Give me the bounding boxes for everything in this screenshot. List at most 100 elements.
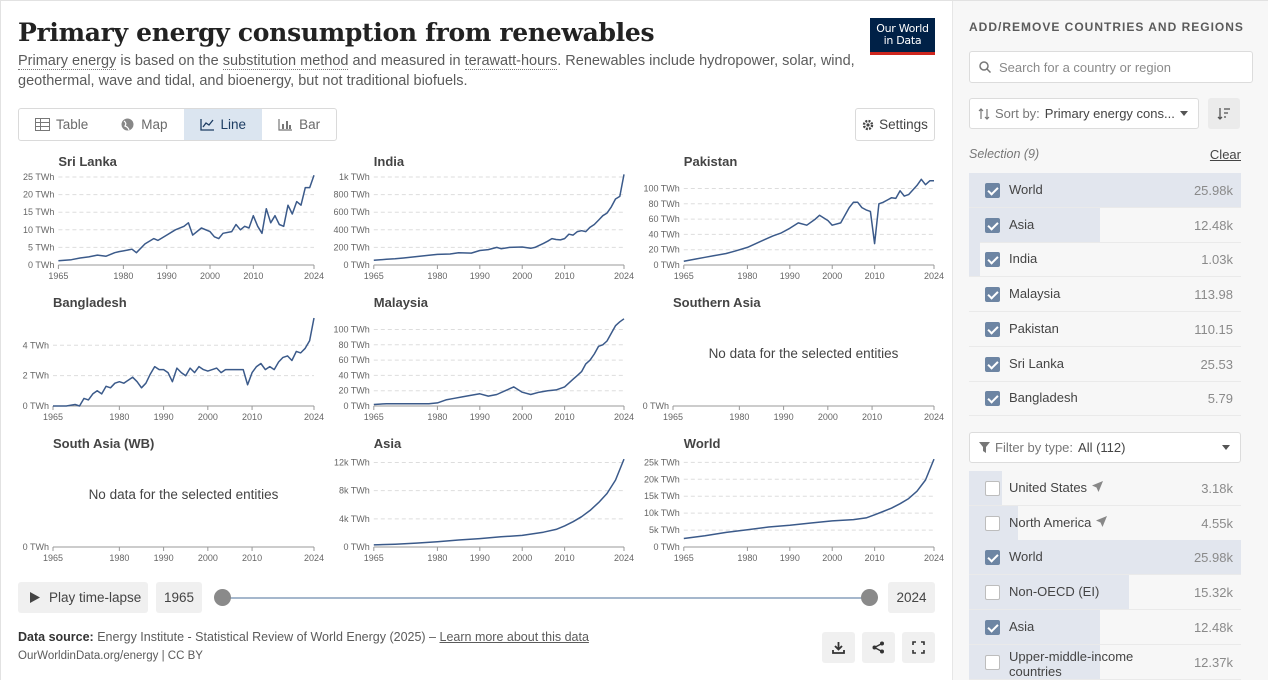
download-button[interactable] [822,632,855,663]
entity-checkbox[interactable] [985,550,1000,566]
entity-checkbox[interactable] [985,654,1000,670]
x-tick-label: 2024 [304,271,324,281]
x-tick-label: 1990 [470,412,490,422]
terawatt-hours-link[interactable]: terawatt-hours [464,53,558,70]
chart-title: Primary energy consumption from renewabl… [18,18,655,47]
small-chart-panel: Asia 0 TWh 4k TWh 8k TWh 12k TWh 1965 1980 1990… [328,435,634,570]
timeline-track[interactable] [222,597,869,599]
x-tick-label: 1990 [157,271,177,281]
entity-search-input[interactable]: Search for a country or region [969,51,1253,83]
entity-value: 1.03k [1201,252,1233,268]
small-chart-title: Asia [373,436,402,451]
selected-entity-row[interactable]: Malaysia 113.98 [969,277,1241,313]
entity-name: Asia [1009,618,1035,634]
tab-map[interactable]: Map [104,109,183,140]
entity-row[interactable]: Upper-middle-income countries 12.37k [969,644,1241,680]
entity-row[interactable]: Asia 12.48k [969,609,1241,645]
line-chart-svg: 0 TWh 2 TWh 4 TWh 1965 1980 1990 2000 2010 2024 [23,317,324,422]
entity-name: Upper-middle-income countries [1009,648,1134,679]
series-line[interactable] [683,458,935,540]
y-tick-label: 0 TWh [343,401,369,411]
entity-name: Malaysia [1009,286,1061,302]
end-year-box[interactable]: 2024 [888,582,935,613]
learn-more-link[interactable]: Learn more about this data [439,630,589,644]
fullscreen-button[interactable] [902,632,935,663]
x-tick-label: 1965 [674,271,694,281]
sort-dropdown[interactable]: Sort by: Primary energy cons... [969,98,1199,129]
primary-energy-link[interactable]: Primary energy [18,53,117,70]
sort-order-button[interactable] [1208,98,1240,129]
owid-logo[interactable]: Our World in Data [870,18,935,55]
selected-entity-row[interactable]: Pakistan 110.15 [969,312,1241,347]
line-chart-svg: 0 TWh 5 TWh 10 TWh 15 TWh 20 TWh 25 TWh 1965 19… [23,172,324,281]
selected-entity-row[interactable]: World 25.98k [969,173,1241,208]
entity-name: United States [1009,480,1104,495]
series-line[interactable] [373,318,625,406]
tab-bar[interactable]: Bar [262,109,336,140]
entity-checkbox[interactable] [985,321,1000,337]
x-tick-label: 1990 [154,553,174,563]
small-chart-title: Pakistan [683,154,738,169]
selected-entity-row[interactable]: Asia 12.48k [969,207,1241,243]
entity-row[interactable]: North America 4.55k [969,505,1241,541]
tab-table[interactable]: Table [19,109,104,140]
play-timelapse-button[interactable]: Play time-lapse [18,582,148,613]
entity-checkbox[interactable] [985,287,1000,303]
start-year-box[interactable]: 1965 [156,582,202,613]
small-chart-title: World [683,436,721,451]
y-tick-label: 2 TWh [23,371,49,381]
entity-row[interactable]: United States 3.18k [969,471,1241,506]
line-chart-svg: 0 TWh 4k TWh 8k TWh 12k TWh 1965 1980 1990 2000… [334,458,634,563]
y-tick-label: 800 TWh [333,190,369,200]
y-tick-label: 4k TWh [339,514,370,524]
expand-icon [912,641,925,654]
entity-checkbox[interactable] [985,252,1000,268]
entity-checkbox[interactable] [985,391,1000,407]
entity-name: Non-OECD (EI) [1009,584,1100,600]
x-tick-label: 1965 [43,553,63,563]
entity-row[interactable]: Non-OECD (EI) 15.32k [969,575,1241,611]
y-tick-label: 20 TWh [648,245,679,255]
entity-value: 15.32k [1193,585,1233,601]
entity-checkbox[interactable] [985,481,1000,496]
small-chart-panel: Malaysia 0 TWh 20 TWh 40 TWh 60 TWh 80 TWh 100… [328,294,634,429]
entity-checkbox[interactable] [985,356,1000,372]
end-handle[interactable] [861,589,878,606]
small-chart-title: South Asia (WB) [53,436,155,451]
series-line[interactable] [683,178,934,262]
x-tick-label: 1990 [154,412,174,422]
entity-checkbox[interactable] [985,217,1000,233]
table-icon [35,118,50,131]
entity-row[interactable]: World 25.98k [969,540,1241,576]
x-tick-label: 2010 [555,553,575,563]
y-tick-label: 0 TWh [23,401,49,411]
series-line[interactable] [58,174,315,262]
x-tick-label: 2024 [924,271,944,281]
start-handle[interactable] [214,589,231,606]
entity-value: 25.98k [1193,183,1233,198]
x-tick-label: 2010 [865,271,885,281]
entity-checkbox[interactable] [985,183,1000,198]
y-tick-label: 15k TWh [644,491,680,501]
y-tick-label: 4 TWh [23,340,49,350]
entity-checkbox[interactable] [985,585,1000,601]
selected-entity-row[interactable]: Sri Lanka 25.53 [969,347,1241,382]
entity-value: 4.55k [1201,515,1233,531]
share-button[interactable] [862,632,895,663]
series-line[interactable] [373,174,625,261]
series-line[interactable] [373,458,625,546]
series-line[interactable] [53,317,315,407]
entity-checkbox[interactable] [985,515,1000,531]
line-chart-svg: 0 TWh 200 TWh 400 TWh 600 TWh 800 TWh 1k TWh 1… [333,172,634,281]
y-tick-label: 0 TWh [653,260,679,270]
y-tick-label: 20k TWh [644,474,680,484]
selected-entity-row[interactable]: India 1.03k [969,242,1241,278]
substitution-method-link[interactable]: substitution method [222,53,349,70]
filter-type-dropdown[interactable]: Filter by type: All (112) [969,432,1241,463]
clear-selection-link[interactable]: Clear [1209,147,1241,162]
settings-button[interactable]: Settings [855,108,935,141]
tab-line[interactable]: Line [183,109,263,140]
selected-entity-row[interactable]: Bangladesh 5.79 [969,381,1241,417]
entity-checkbox[interactable] [985,619,1000,635]
